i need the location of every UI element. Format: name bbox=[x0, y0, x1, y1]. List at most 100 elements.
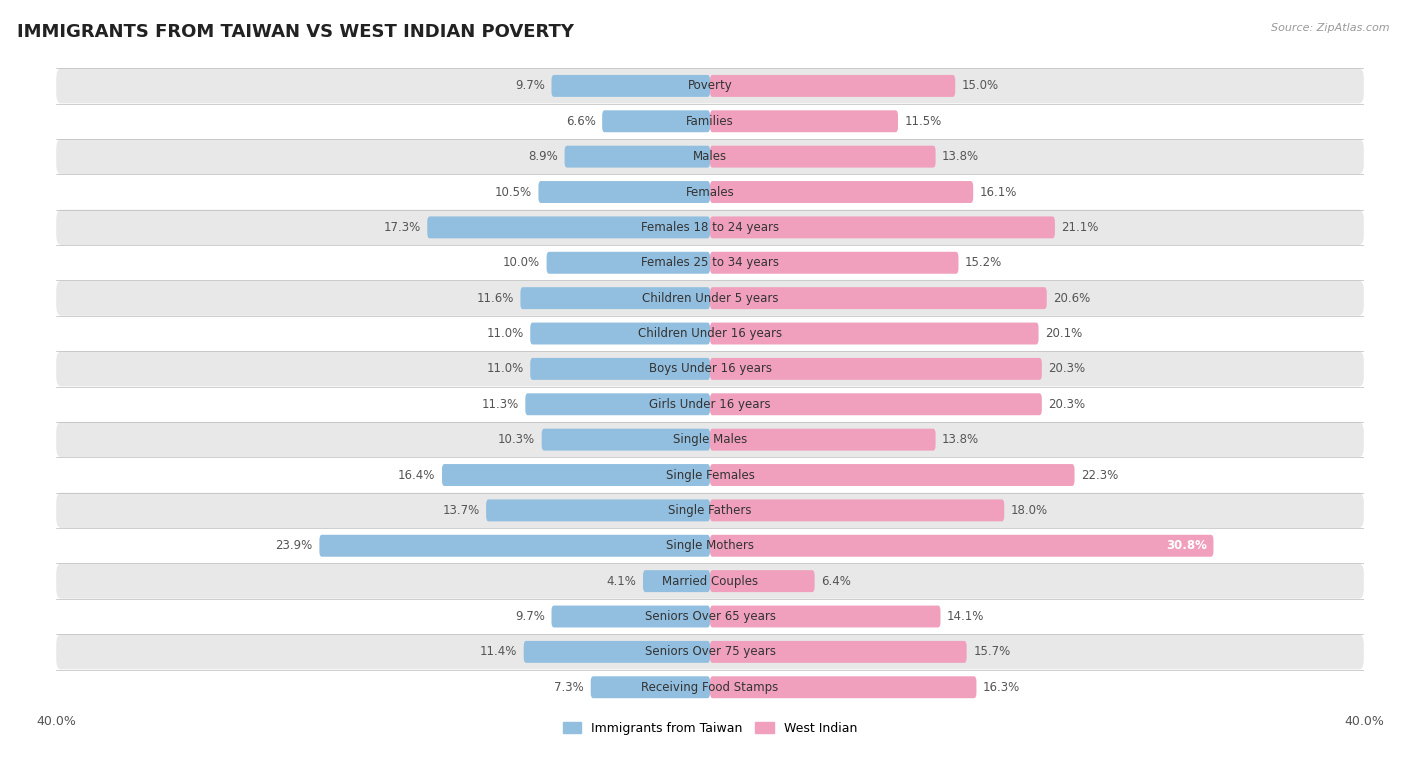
FancyBboxPatch shape bbox=[710, 606, 941, 628]
Text: Females: Females bbox=[686, 186, 734, 199]
Text: 11.6%: 11.6% bbox=[477, 292, 515, 305]
FancyBboxPatch shape bbox=[56, 563, 1364, 599]
FancyBboxPatch shape bbox=[551, 75, 710, 97]
Text: 23.9%: 23.9% bbox=[276, 539, 314, 553]
FancyBboxPatch shape bbox=[710, 146, 935, 168]
FancyBboxPatch shape bbox=[441, 464, 710, 486]
FancyBboxPatch shape bbox=[591, 676, 710, 698]
Text: Seniors Over 75 years: Seniors Over 75 years bbox=[644, 645, 776, 659]
FancyBboxPatch shape bbox=[530, 323, 710, 344]
Text: 6.6%: 6.6% bbox=[565, 114, 596, 128]
Text: 11.3%: 11.3% bbox=[481, 398, 519, 411]
FancyBboxPatch shape bbox=[56, 634, 1364, 669]
Text: Single Fathers: Single Fathers bbox=[668, 504, 752, 517]
FancyBboxPatch shape bbox=[710, 358, 1042, 380]
Text: 10.0%: 10.0% bbox=[503, 256, 540, 269]
FancyBboxPatch shape bbox=[710, 429, 935, 450]
FancyBboxPatch shape bbox=[541, 429, 710, 450]
Text: 15.2%: 15.2% bbox=[965, 256, 1002, 269]
FancyBboxPatch shape bbox=[710, 75, 955, 97]
FancyBboxPatch shape bbox=[530, 358, 710, 380]
FancyBboxPatch shape bbox=[56, 493, 1364, 528]
FancyBboxPatch shape bbox=[710, 535, 1213, 556]
Text: Females 25 to 34 years: Females 25 to 34 years bbox=[641, 256, 779, 269]
Text: 7.3%: 7.3% bbox=[554, 681, 583, 694]
FancyBboxPatch shape bbox=[56, 599, 1364, 634]
Text: Boys Under 16 years: Boys Under 16 years bbox=[648, 362, 772, 375]
FancyBboxPatch shape bbox=[56, 245, 1364, 280]
FancyBboxPatch shape bbox=[427, 217, 710, 238]
Text: 20.3%: 20.3% bbox=[1049, 398, 1085, 411]
Text: 6.4%: 6.4% bbox=[821, 575, 851, 587]
Text: 20.1%: 20.1% bbox=[1045, 327, 1083, 340]
Text: Girls Under 16 years: Girls Under 16 years bbox=[650, 398, 770, 411]
FancyBboxPatch shape bbox=[56, 669, 1364, 705]
Text: 16.3%: 16.3% bbox=[983, 681, 1021, 694]
FancyBboxPatch shape bbox=[710, 676, 976, 698]
Text: Single Females: Single Females bbox=[665, 468, 755, 481]
FancyBboxPatch shape bbox=[526, 393, 710, 415]
Text: 11.0%: 11.0% bbox=[486, 362, 523, 375]
Text: Receiving Food Stamps: Receiving Food Stamps bbox=[641, 681, 779, 694]
Text: Females 18 to 24 years: Females 18 to 24 years bbox=[641, 221, 779, 234]
FancyBboxPatch shape bbox=[710, 464, 1074, 486]
Text: IMMIGRANTS FROM TAIWAN VS WEST INDIAN POVERTY: IMMIGRANTS FROM TAIWAN VS WEST INDIAN PO… bbox=[17, 23, 574, 41]
Text: Source: ZipAtlas.com: Source: ZipAtlas.com bbox=[1271, 23, 1389, 33]
FancyBboxPatch shape bbox=[547, 252, 710, 274]
FancyBboxPatch shape bbox=[486, 500, 710, 522]
Text: Poverty: Poverty bbox=[688, 80, 733, 92]
FancyBboxPatch shape bbox=[56, 174, 1364, 210]
FancyBboxPatch shape bbox=[56, 139, 1364, 174]
FancyBboxPatch shape bbox=[710, 641, 967, 662]
FancyBboxPatch shape bbox=[319, 535, 710, 556]
Text: Males: Males bbox=[693, 150, 727, 163]
Text: 13.7%: 13.7% bbox=[443, 504, 479, 517]
FancyBboxPatch shape bbox=[520, 287, 710, 309]
FancyBboxPatch shape bbox=[56, 210, 1364, 245]
Text: 22.3%: 22.3% bbox=[1081, 468, 1118, 481]
Text: 11.5%: 11.5% bbox=[904, 114, 942, 128]
Text: 10.5%: 10.5% bbox=[495, 186, 531, 199]
FancyBboxPatch shape bbox=[710, 393, 1042, 415]
Text: 20.6%: 20.6% bbox=[1053, 292, 1091, 305]
FancyBboxPatch shape bbox=[56, 280, 1364, 316]
FancyBboxPatch shape bbox=[710, 287, 1046, 309]
FancyBboxPatch shape bbox=[56, 422, 1364, 457]
Text: 15.0%: 15.0% bbox=[962, 80, 998, 92]
Text: 8.9%: 8.9% bbox=[529, 150, 558, 163]
FancyBboxPatch shape bbox=[56, 104, 1364, 139]
FancyBboxPatch shape bbox=[56, 457, 1364, 493]
Text: Seniors Over 65 years: Seniors Over 65 years bbox=[644, 610, 776, 623]
Text: 16.4%: 16.4% bbox=[398, 468, 436, 481]
Text: 16.1%: 16.1% bbox=[980, 186, 1017, 199]
FancyBboxPatch shape bbox=[643, 570, 710, 592]
FancyBboxPatch shape bbox=[710, 323, 1039, 344]
FancyBboxPatch shape bbox=[710, 111, 898, 132]
FancyBboxPatch shape bbox=[710, 570, 814, 592]
Legend: Immigrants from Taiwan, West Indian: Immigrants from Taiwan, West Indian bbox=[558, 717, 862, 740]
Text: 11.4%: 11.4% bbox=[479, 645, 517, 659]
FancyBboxPatch shape bbox=[523, 641, 710, 662]
FancyBboxPatch shape bbox=[602, 111, 710, 132]
Text: 4.1%: 4.1% bbox=[606, 575, 637, 587]
Text: 13.8%: 13.8% bbox=[942, 150, 979, 163]
FancyBboxPatch shape bbox=[710, 252, 959, 274]
Text: Children Under 5 years: Children Under 5 years bbox=[641, 292, 779, 305]
Text: 13.8%: 13.8% bbox=[942, 433, 979, 446]
Text: Single Males: Single Males bbox=[673, 433, 747, 446]
FancyBboxPatch shape bbox=[56, 387, 1364, 422]
FancyBboxPatch shape bbox=[710, 217, 1054, 238]
Text: Married Couples: Married Couples bbox=[662, 575, 758, 587]
Text: 18.0%: 18.0% bbox=[1011, 504, 1047, 517]
FancyBboxPatch shape bbox=[710, 181, 973, 203]
Text: 21.1%: 21.1% bbox=[1062, 221, 1099, 234]
FancyBboxPatch shape bbox=[538, 181, 710, 203]
Text: 9.7%: 9.7% bbox=[515, 80, 546, 92]
Text: Children Under 16 years: Children Under 16 years bbox=[638, 327, 782, 340]
Text: 17.3%: 17.3% bbox=[384, 221, 420, 234]
FancyBboxPatch shape bbox=[710, 500, 1004, 522]
FancyBboxPatch shape bbox=[56, 316, 1364, 351]
Text: 30.8%: 30.8% bbox=[1166, 539, 1206, 553]
Text: 9.7%: 9.7% bbox=[515, 610, 546, 623]
Text: 15.7%: 15.7% bbox=[973, 645, 1011, 659]
